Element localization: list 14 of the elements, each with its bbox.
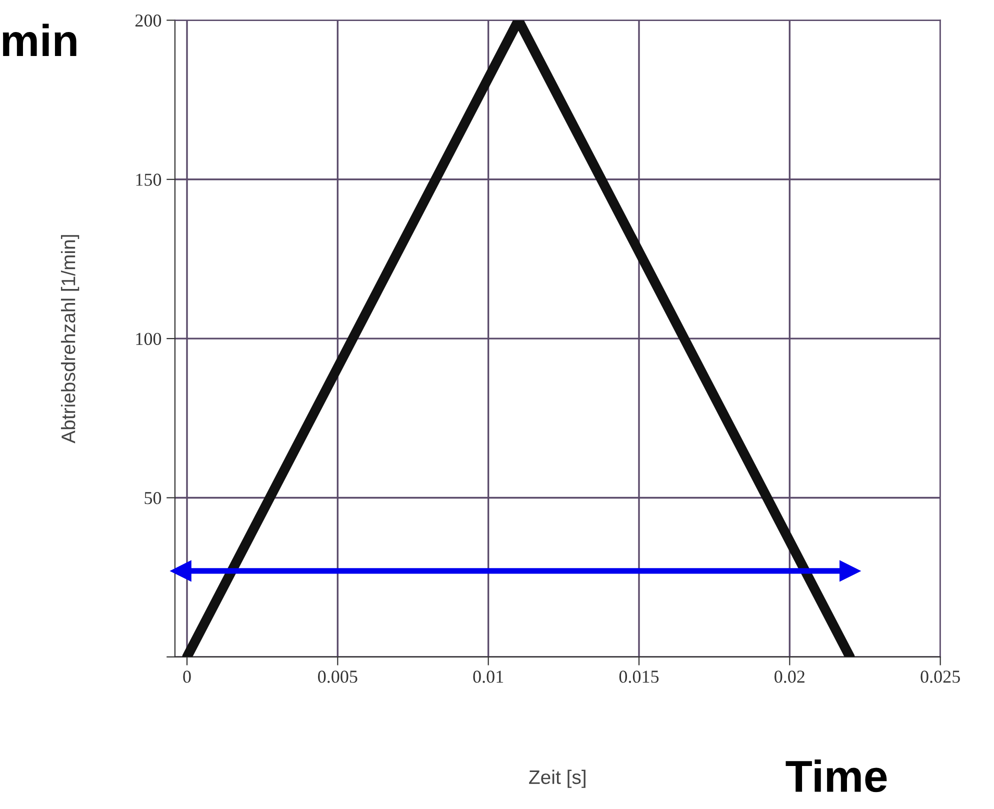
x-tick-label: 0.005 — [318, 670, 358, 683]
text: Time — [786, 759, 887, 792]
x-tick-label: 0.02 — [774, 670, 804, 683]
x-tick-label: 0.01 — [473, 670, 504, 683]
y-axis-title: Abtriebsdrehzahl [1/min] — [60, 235, 80, 444]
x-tick-label: 0 — [183, 670, 191, 683]
y-tick-label: 200 — [135, 14, 162, 27]
x-tick-label: 0.025 — [920, 670, 960, 683]
text: min — [2, 24, 76, 56]
x-tick-label: 0.015 — [619, 670, 659, 683]
y-tick-label: 50 — [144, 492, 162, 504]
y-tick-label: 150 — [136, 174, 162, 186]
x-axis-title: Zeit [s] — [529, 770, 586, 788]
y-tick-label: 100 — [136, 332, 162, 346]
